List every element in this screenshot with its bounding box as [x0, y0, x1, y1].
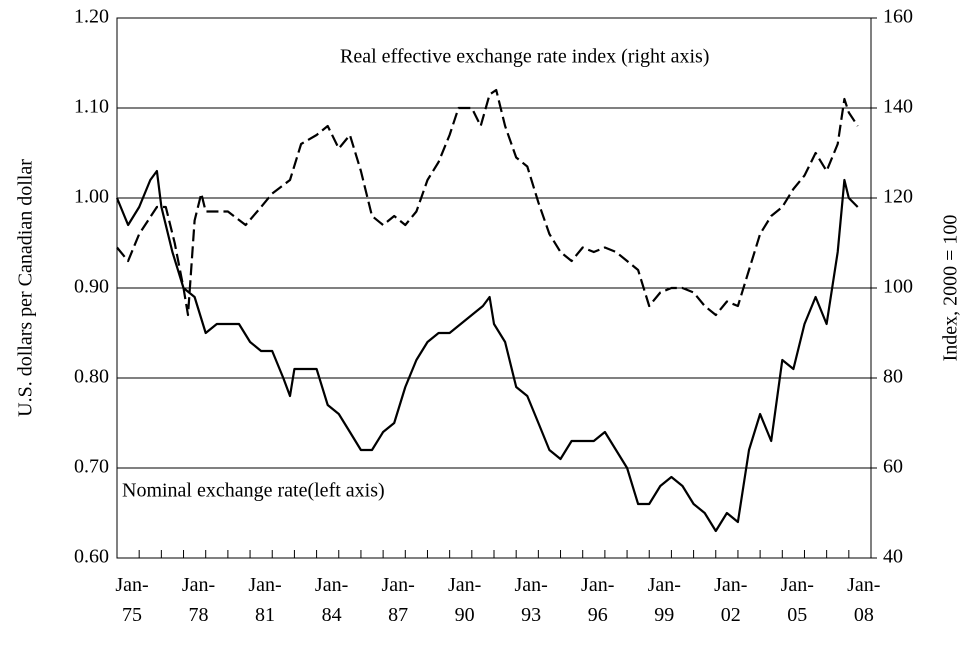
- y-axis-title: U.S. dollars per Canadian dollar: [15, 159, 37, 417]
- series-line: [115, 169, 859, 533]
- x-tick-label: Jan- 93: [514, 574, 548, 626]
- x-tick-label: Jan- 08: [847, 574, 881, 626]
- y2-tick-label: 120: [883, 186, 913, 208]
- y2-tick-label: 80: [883, 366, 903, 388]
- y2-axis-title: Index, 2000 = 100: [940, 215, 962, 362]
- y-tick-label: 0.90: [74, 276, 109, 298]
- annotation: Real effective exchange rate index (righ…: [340, 46, 709, 68]
- x-tick-label: Jan- 99: [647, 574, 681, 626]
- series-line: [116, 88, 859, 317]
- y-tick-label: 0.80: [74, 366, 109, 388]
- y2-tick-label: 100: [883, 276, 913, 298]
- y2-tick-label: 140: [883, 96, 913, 118]
- x-tick-label: Jan- 90: [447, 574, 482, 626]
- x-tick-label: Jan- 75: [115, 574, 149, 626]
- y2-tick-label: 40: [883, 546, 903, 568]
- y-tick-label: 1.00: [74, 186, 109, 208]
- x-tick-label: Jan- 05: [780, 574, 814, 626]
- y-tick-label: 1.20: [74, 6, 109, 28]
- y-tick-label: 1.10: [74, 96, 109, 118]
- x-tick-label: Jan- 78: [181, 574, 216, 626]
- x-tick-label: Jan- 87: [381, 574, 415, 626]
- annotation: Nominal exchange rate(left axis): [122, 480, 385, 502]
- x-tick-label: Jan- 81: [248, 574, 282, 626]
- y2-tick-label: 160: [883, 6, 913, 28]
- x-tick-label: Jan- 02: [714, 574, 748, 626]
- plot-frame: [116, 17, 872, 559]
- y-tick-label: 0.60: [74, 546, 109, 568]
- y2-tick-label: 60: [883, 456, 903, 478]
- x-tick-label: Jan- 96: [581, 574, 615, 626]
- y-tick-label: 0.70: [74, 456, 109, 478]
- x-tick-label: Jan- 84: [314, 574, 349, 626]
